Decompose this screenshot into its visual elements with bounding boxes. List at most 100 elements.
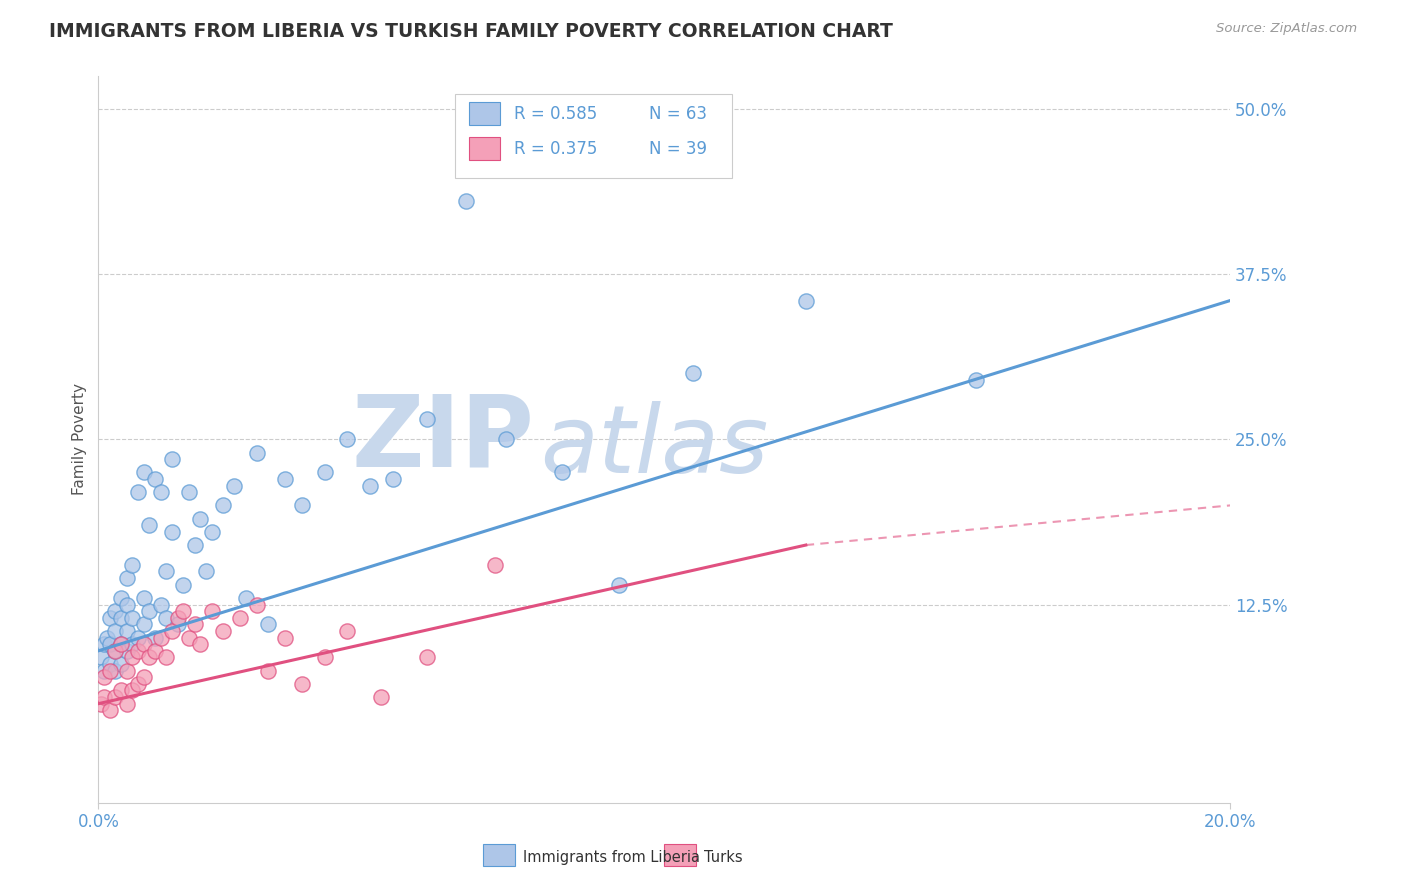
Point [138, 650, 160, 665]
Text: Immigrants from Liberia: Immigrants from Liberia [523, 850, 700, 865]
Point [93, 664, 115, 678]
Point [110, 637, 132, 651]
Point [104, 644, 127, 658]
Point [115, 571, 138, 585]
Text: R = 0.375: R = 0.375 [513, 140, 598, 158]
Point [274, 472, 297, 486]
Point [98, 703, 121, 717]
Point [104, 624, 127, 638]
Point [121, 558, 143, 572]
Point [132, 670, 155, 684]
Point [188, 511, 211, 525]
Point [127, 485, 149, 500]
Point [551, 466, 574, 480]
Point [104, 644, 127, 658]
Point [98, 664, 121, 678]
Text: R = 0.585: R = 0.585 [513, 105, 598, 123]
Point [110, 637, 132, 651]
Point [110, 591, 132, 605]
Point [188, 637, 211, 651]
Point [132, 637, 155, 651]
FancyBboxPatch shape [665, 844, 696, 866]
Point [115, 697, 138, 711]
Point [359, 478, 381, 492]
Point [314, 650, 336, 665]
Point [104, 690, 127, 704]
Point [98, 611, 121, 625]
Point [201, 524, 224, 539]
Point [495, 432, 517, 446]
Point [235, 591, 257, 605]
Text: N = 39: N = 39 [650, 140, 707, 158]
FancyBboxPatch shape [468, 136, 501, 161]
Point [965, 373, 987, 387]
Point [98, 637, 121, 651]
Point [257, 664, 280, 678]
Point [104, 664, 127, 678]
Point [98, 657, 121, 671]
Point [177, 631, 200, 645]
Point [177, 485, 200, 500]
Point [110, 683, 132, 698]
Text: Turks: Turks [704, 850, 742, 865]
Point [93, 637, 115, 651]
Point [212, 624, 235, 638]
Point [155, 611, 177, 625]
Point [90, 650, 112, 665]
Point [149, 598, 172, 612]
FancyBboxPatch shape [456, 94, 733, 178]
Point [415, 412, 437, 426]
FancyBboxPatch shape [468, 102, 501, 125]
Point [229, 611, 252, 625]
Text: N = 63: N = 63 [650, 105, 707, 123]
Point [132, 466, 155, 480]
Point [246, 445, 269, 459]
Point [246, 598, 269, 612]
Point [121, 637, 143, 651]
Point [166, 611, 188, 625]
Point [121, 611, 143, 625]
Point [115, 624, 138, 638]
Point [607, 578, 630, 592]
Point [201, 604, 224, 618]
Point [183, 538, 205, 552]
Point [132, 591, 155, 605]
Point [456, 194, 478, 209]
Point [291, 499, 314, 513]
Point [160, 452, 183, 467]
Point [257, 617, 280, 632]
Point [93, 690, 115, 704]
Point [115, 664, 138, 678]
Point [381, 472, 404, 486]
Point [138, 604, 160, 618]
Point [336, 624, 359, 638]
Point [155, 565, 177, 579]
Point [172, 604, 194, 618]
Point [484, 558, 506, 572]
Point [110, 611, 132, 625]
Point [115, 598, 138, 612]
Point [682, 366, 704, 380]
Point [104, 604, 127, 618]
Point [93, 670, 115, 684]
Point [149, 631, 172, 645]
Point [127, 644, 149, 658]
Point [160, 524, 183, 539]
Point [127, 631, 149, 645]
Point [121, 650, 143, 665]
Point [314, 466, 336, 480]
Point [194, 565, 217, 579]
Point [149, 485, 172, 500]
Text: Source: ZipAtlas.com: Source: ZipAtlas.com [1216, 22, 1357, 36]
Point [115, 644, 138, 658]
Point [143, 472, 166, 486]
FancyBboxPatch shape [484, 844, 515, 866]
Point [127, 677, 149, 691]
Point [96, 631, 118, 645]
Point [138, 518, 160, 533]
Point [172, 578, 194, 592]
Point [110, 657, 132, 671]
Point [415, 650, 437, 665]
Point [183, 617, 205, 632]
Point [160, 624, 183, 638]
